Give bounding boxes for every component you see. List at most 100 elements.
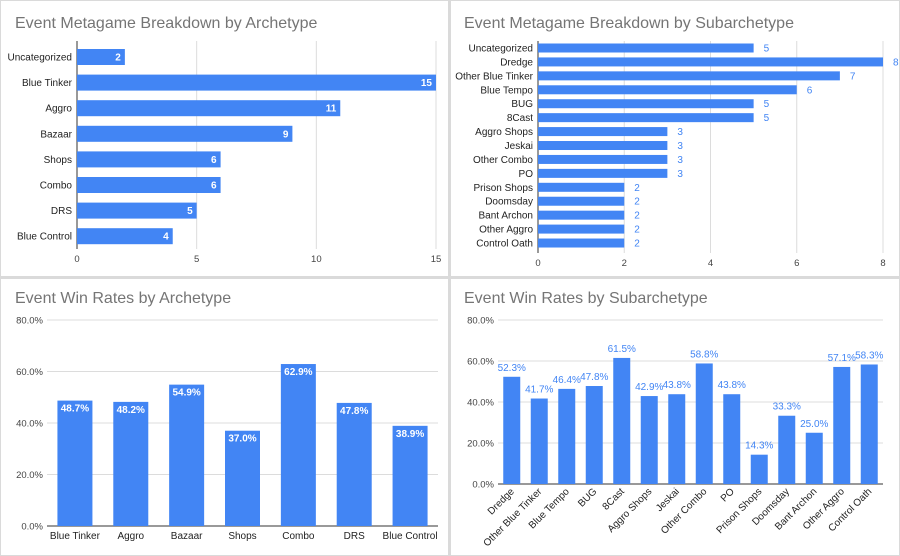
bar <box>538 43 754 53</box>
data-label: 5 <box>764 113 770 124</box>
bar <box>77 49 125 65</box>
data-label: 57.1% <box>828 353 856 364</box>
data-label: 48.2% <box>117 405 145 416</box>
data-label: 62.9% <box>284 367 312 378</box>
bar <box>538 154 668 164</box>
data-label: 46.4% <box>553 375 581 386</box>
bar <box>695 363 713 484</box>
bar <box>392 425 428 526</box>
data-label: 5 <box>187 206 193 217</box>
data-label: 42.9% <box>635 382 663 393</box>
data-label: 2 <box>634 239 640 250</box>
category-label: Doomsday <box>485 197 533 208</box>
x-tick-label: 0 <box>535 258 540 269</box>
data-label: 6 <box>211 181 217 192</box>
data-label: 52.3% <box>498 363 526 374</box>
subarchetype-winrate-chart: Event Win Rates by Subarchetype 0.0% 20.0… <box>464 290 884 549</box>
bar <box>77 202 197 219</box>
archetype-breakdown-chart: Event Metagame Breakdown by Archetype 0 5… <box>8 15 442 265</box>
bar <box>538 113 754 123</box>
bar <box>860 364 878 484</box>
data-label: 3 <box>677 155 683 166</box>
category-label: Aggro <box>45 104 72 115</box>
data-label: 4 <box>163 232 169 243</box>
data-label: 8 <box>893 57 899 68</box>
category-label: PO <box>519 169 534 180</box>
data-label: 2 <box>634 183 640 194</box>
category-label: Bazaar <box>40 129 72 140</box>
bar <box>640 396 658 484</box>
data-label: 3 <box>677 141 683 152</box>
bar <box>750 454 768 484</box>
bar <box>833 366 851 484</box>
bar <box>169 384 205 526</box>
data-label: 6 <box>211 155 217 166</box>
y-tick-label: 20.0% <box>467 439 494 450</box>
category-label: DRS <box>51 206 72 217</box>
bar <box>613 357 631 484</box>
data-label: 58.3% <box>855 350 883 361</box>
bar <box>77 100 341 117</box>
y-tick-label: 40.0% <box>467 398 494 409</box>
x-tick-label: 0 <box>74 254 79 265</box>
bar <box>538 224 625 234</box>
data-label: 5 <box>764 99 770 110</box>
x-tick-label: 4 <box>708 258 713 269</box>
x-tick-label: 10 <box>311 254 322 265</box>
chart-title: Event Win Rates by Subarchetype <box>464 290 708 307</box>
archetype-winrate-chart: Event Win Rates by Archetype 0.0% 20.0% 40… <box>15 290 438 542</box>
bar <box>538 99 754 109</box>
bar <box>538 141 668 151</box>
category-label: Blue Control <box>17 232 72 243</box>
bar <box>538 127 668 137</box>
subarchetype-breakdown-panel: Event Metagame Breakdown by Subarchetype… <box>451 1 899 276</box>
data-label: 14.3% <box>745 441 773 452</box>
data-label: 2 <box>634 211 640 222</box>
data-label: 33.3% <box>773 402 801 413</box>
bar <box>668 394 686 484</box>
bar <box>77 177 221 193</box>
bar <box>723 394 741 484</box>
category-label: Blue Tinker <box>22 78 73 89</box>
bar <box>538 168 668 178</box>
bar <box>538 71 840 81</box>
bar <box>113 401 149 526</box>
x-tick-label: 5 <box>194 254 199 265</box>
subarchetype-winrate-panel: Event Win Rates by Subarchetype 0.0% 20.0… <box>451 279 899 555</box>
data-label: 2 <box>115 53 121 64</box>
x-tick-label: 6 <box>794 258 799 269</box>
category-label: Dredge <box>500 57 533 68</box>
category-label: BUG <box>511 99 533 110</box>
chart-title: Event Metagame Breakdown by Subarchetype <box>464 15 794 32</box>
y-tick-label: 60.0% <box>16 367 43 378</box>
data-label: 43.8% <box>718 380 746 391</box>
category-label: Blue Tinker <box>50 531 101 542</box>
category-label: Bazaar <box>171 531 203 542</box>
bar <box>503 376 521 484</box>
bar <box>538 85 797 95</box>
category-label: PO <box>719 486 737 504</box>
bar <box>77 151 221 168</box>
bar <box>558 388 576 484</box>
data-label: 11 <box>326 104 337 115</box>
category-label: Uncategorized <box>469 44 533 55</box>
bar <box>538 210 625 220</box>
category-label: BUG <box>576 486 599 509</box>
category-label: Shops <box>44 155 72 166</box>
data-label: 2 <box>634 197 640 208</box>
bar <box>225 430 260 526</box>
bar <box>538 182 625 192</box>
y-tick-label: 80.0% <box>16 316 43 327</box>
data-label: 41.7% <box>525 385 553 396</box>
bar <box>336 402 372 526</box>
bar <box>538 238 625 248</box>
archetype-winrate-panel: Event Win Rates by Archetype 0.0% 20.0% 40… <box>1 279 448 555</box>
category-label: Blue Tempo <box>480 85 533 96</box>
data-label: 25.0% <box>800 419 828 430</box>
data-label: 15 <box>421 78 433 89</box>
data-label: 61.5% <box>608 344 636 355</box>
data-label: 3 <box>677 169 683 180</box>
bar <box>585 386 603 484</box>
y-tick-label: 80.0% <box>467 316 494 327</box>
bar <box>805 432 823 484</box>
